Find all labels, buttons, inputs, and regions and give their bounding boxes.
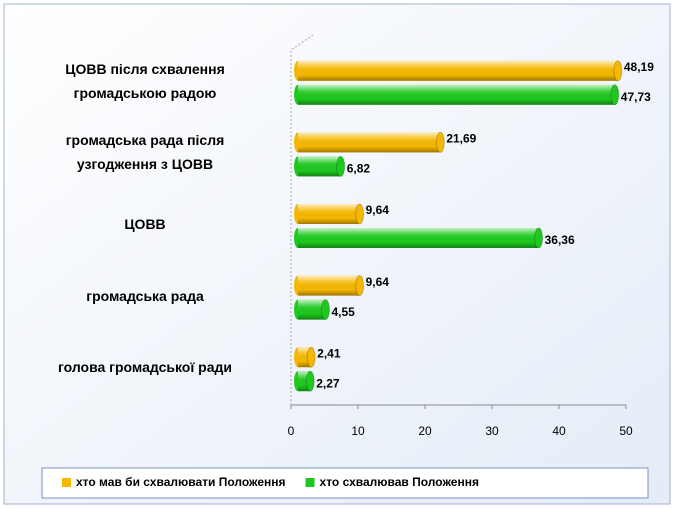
value-label: 48,19 (624, 60, 654, 74)
legend-label: хто мав би схвалювати Положення (76, 475, 286, 489)
bar-end (355, 203, 365, 225)
bar (294, 346, 316, 368)
bar-end (336, 155, 346, 177)
legend-box (41, 467, 649, 499)
bar-end (305, 370, 315, 392)
value-label: 2,27 (316, 376, 340, 390)
bar-end (355, 275, 365, 297)
bar-shine (298, 60, 618, 81)
bar-shine (298, 132, 441, 153)
x-tick-label: 20 (418, 424, 432, 438)
bar (294, 227, 544, 249)
bar (294, 299, 330, 321)
value-label: 2,41 (317, 346, 341, 360)
bar-end (306, 346, 316, 368)
bar-shine (298, 156, 341, 177)
x-tick-label: 0 (288, 424, 295, 438)
x-tick-label: 50 (619, 424, 633, 438)
bar (294, 275, 365, 297)
value-label: 9,64 (366, 275, 390, 289)
category-label: голова громадської ради (57, 359, 233, 376)
value-label: 36,36 (545, 233, 575, 247)
x-tick-label: 40 (552, 424, 566, 438)
category-label: ЦОВВ (124, 216, 166, 232)
bar-end (610, 84, 620, 106)
bar-shine (298, 84, 615, 105)
legend-label: хто схвалював Положення (320, 475, 479, 489)
bar-shine (298, 228, 539, 248)
bar-end (613, 60, 623, 82)
value-label: 9,64 (366, 203, 390, 217)
legend-swatch (305, 478, 315, 487)
x-tick-label: 30 (485, 424, 499, 438)
back-wall (290, 34, 314, 405)
x-tick-label: 10 (351, 424, 365, 438)
bar (294, 60, 623, 82)
bar (294, 84, 620, 106)
bar-shine (298, 275, 360, 296)
bar (294, 370, 315, 392)
category-label: громадська рада (86, 287, 204, 304)
category-label: громадська рада після узгодження з ЦОВВ (65, 132, 225, 173)
bar-end (534, 227, 544, 249)
bar-end (435, 131, 445, 153)
bar (294, 203, 365, 225)
value-label: 4,55 (331, 305, 355, 319)
bar-end (320, 299, 330, 321)
bar (294, 131, 445, 153)
bar-shine (298, 204, 360, 224)
value-label: 6,82 (347, 162, 371, 176)
value-label: 47,73 (621, 90, 651, 104)
bar (294, 155, 346, 177)
category-label: ЦОВВ після схвалення громадською радою (65, 60, 225, 101)
value-label: 21,69 (446, 132, 476, 146)
bar-shine (298, 299, 326, 320)
legend-swatch (62, 478, 71, 487)
